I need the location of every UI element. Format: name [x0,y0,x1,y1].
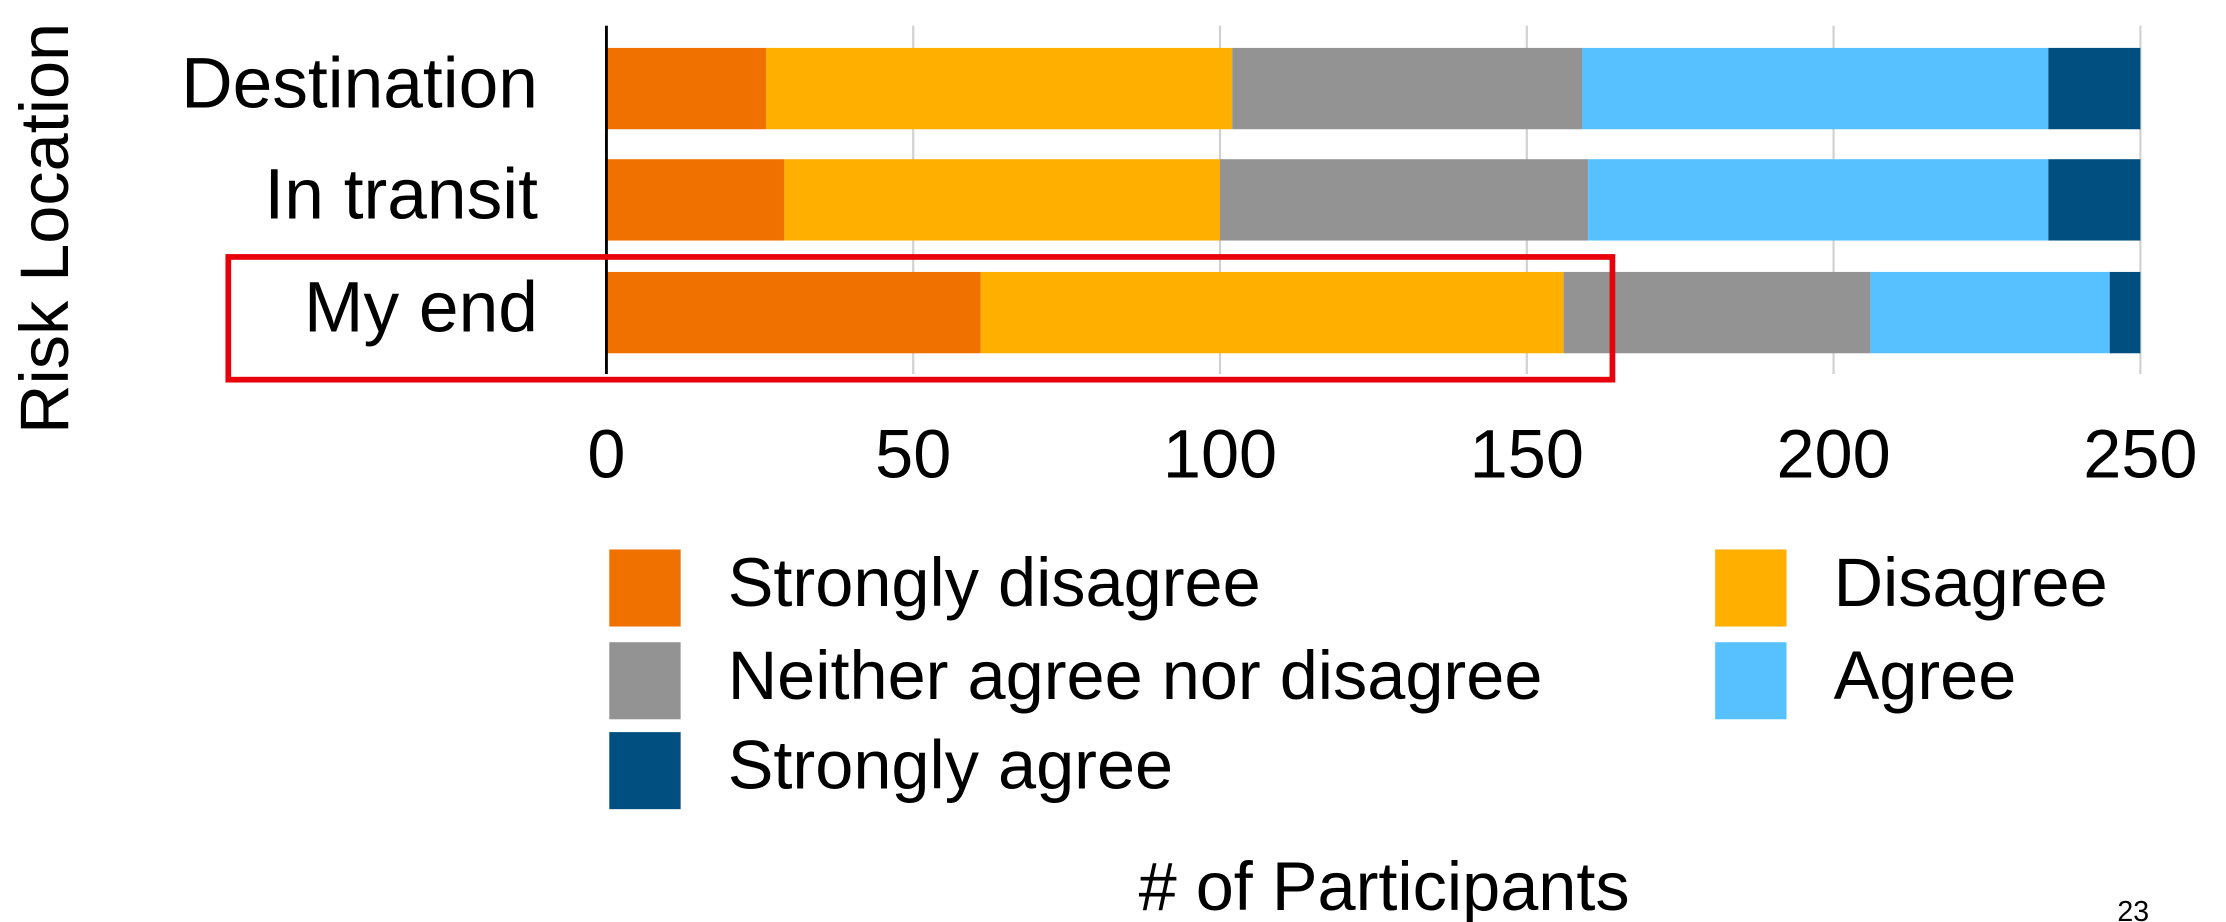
legend-swatch [609,732,681,810]
x-tick-label: 200 [1776,416,1890,493]
y-tick-label: In transit [264,155,538,235]
bar-segment [784,159,1221,241]
legend-swatch [1715,549,1787,627]
bar-segment [2048,47,2141,130]
x-tick-label: 150 [1470,416,1584,493]
bar-segment [606,271,981,354]
page-number: 23 [2117,896,2149,922]
x-tick-label: 50 [875,416,951,493]
legend-label: Strongly disagree [728,544,1261,621]
bar-segment [2048,159,2141,241]
legend-swatch [609,549,681,627]
legend-label: Agree [1834,637,2017,714]
bar-segment [606,47,766,130]
bar-segment [1582,47,2049,130]
legend-label: Strongly agree [728,727,1173,804]
x-tick-label: 100 [1163,416,1277,493]
y-tick-label: My end [304,267,538,347]
bar-segment [1588,159,2049,241]
bar-segment [1220,159,1589,241]
bar-segment [1870,271,2110,354]
x-tick-label: 250 [2083,416,2197,493]
bar-segment [765,47,1233,130]
bar-segment [606,159,785,241]
legend-swatch [1715,642,1787,720]
legend-label: Neither agree nor disagree [728,637,1543,714]
bar-segment [980,271,1564,354]
highlight-box [225,254,1616,383]
bar-segment [1232,47,1583,130]
y-tick-label: Destination [181,43,538,123]
y-axis-label: Risk Location [6,23,83,434]
x-tick-label: 0 [587,416,625,493]
bar-segment [2109,271,2141,354]
legend-swatch [609,642,681,720]
legend-label: Disagree [1834,544,2108,621]
x-axis-label: # of Participants [1139,848,1630,922]
